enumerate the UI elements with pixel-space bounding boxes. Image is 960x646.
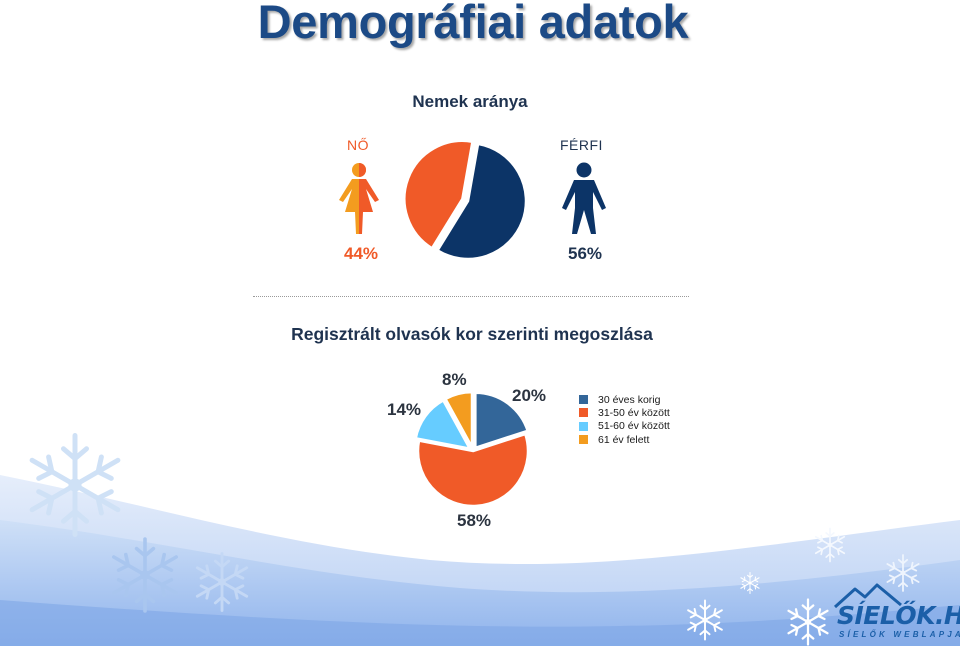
page-title: Demográfiai adatok — [257, 0, 689, 48]
sieloek-logo: SÍELŐK.HU SÍELŐK WEBLAPJA — [831, 581, 960, 643]
legend-item: 31-50 év között — [579, 406, 670, 419]
legend-label: 61 év felett — [598, 433, 650, 446]
pie-slice-male — [435, 142, 528, 261]
legend-label: 31-50 év között — [598, 406, 670, 419]
pie-slice-age-51-60 — [414, 398, 473, 451]
mountain-logo-icon — [833, 583, 902, 609]
legend-swatch — [579, 435, 588, 445]
pie-slice-age-61 — [443, 390, 474, 448]
female-figure-icon — [339, 163, 379, 234]
legend-item: 30 éves korig — [579, 393, 670, 406]
pie-slice-age-31-50 — [416, 432, 530, 508]
pie-slice-age-30 — [474, 391, 530, 450]
legend-swatch — [579, 421, 588, 431]
age-label-61: 8% — [442, 370, 467, 389]
age-legend: 30 éves korig 31-50 év között 51-60 év k… — [579, 393, 670, 446]
legend-swatch — [579, 408, 588, 418]
age-pie-chart — [414, 390, 530, 508]
legend-label: 51-60 év között — [598, 420, 670, 433]
age-label-30: 20% — [512, 386, 547, 405]
gender-pie-chart — [403, 139, 528, 261]
legend-label: 30 éves korig — [598, 393, 661, 406]
section-divider — [253, 296, 689, 297]
pie-slice-female — [403, 139, 474, 250]
legend-item: 61 év felett — [579, 433, 670, 446]
logo-tagline: SÍELŐK WEBLAPJA — [839, 630, 960, 639]
age-label-51-60: 14% — [387, 400, 422, 419]
age-label-31-50: 58% — [457, 511, 492, 530]
logo-wordmark: SÍELŐK.HU — [837, 601, 960, 630]
legend-item: 51-60 év között — [579, 420, 670, 433]
age-chart-title: Regisztrált olvasók kor szerinti megoszl… — [291, 324, 653, 344]
gender-chart-title: Nemek aránya — [412, 92, 528, 111]
male-label: FÉRFI — [560, 137, 603, 153]
male-percentage: 56% — [568, 244, 603, 263]
male-figure-icon — [562, 162, 606, 234]
legend-swatch — [579, 395, 588, 405]
female-label: NŐ — [347, 137, 369, 153]
female-percentage: 44% — [344, 244, 379, 263]
